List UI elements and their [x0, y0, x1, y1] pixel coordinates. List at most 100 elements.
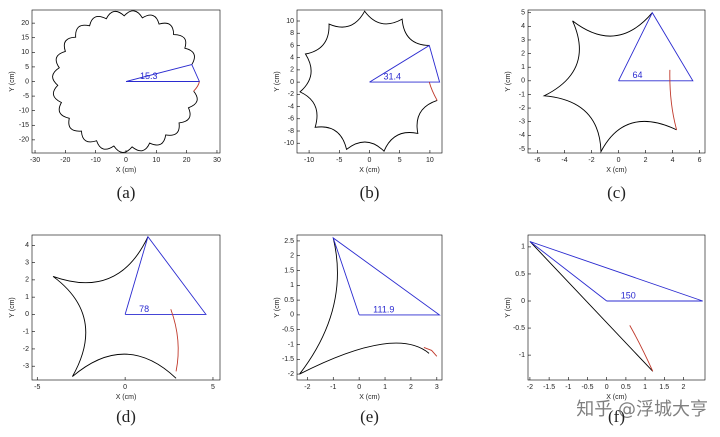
y-tick-label: -1 [23, 329, 29, 336]
curve [529, 241, 654, 372]
x-tick-label: 1.5 [659, 384, 669, 391]
x-tick-label: 0 [124, 157, 128, 164]
x-tick-label: 0 [123, 384, 127, 391]
subplot: -2 -1.5 -1 -0.5 0 0.5 1 1.5 2 -1 -0.5 0 0.5 1 X (cm) Y … [505, 234, 706, 426]
y-tick-label: -2 [23, 346, 29, 353]
y-tick-label: -4 [519, 132, 525, 139]
panel-label: (c) [607, 183, 626, 202]
x-tick-label: 2 [682, 384, 686, 391]
y-tick-label: 4 [290, 55, 294, 62]
curve [299, 237, 430, 375]
x-tick-label: -10 [304, 157, 314, 164]
x-axis-label: X (cm) [606, 167, 627, 174]
y-tick-label: -0.5 [282, 327, 294, 334]
x-tick-label: 0 [605, 384, 609, 391]
curve [423, 347, 438, 357]
y-tick-label: 1 [290, 282, 294, 289]
axes-frame [296, 234, 443, 381]
y-tick-label: 15 [21, 35, 29, 42]
curve [542, 12, 677, 154]
y-axis-label: Y (cm) [505, 297, 512, 317]
y-tick-label: 5 [25, 64, 29, 71]
x-tick-label: 1 [643, 384, 647, 391]
curve [52, 10, 198, 153]
curve [529, 241, 703, 302]
axes-frame [31, 234, 221, 381]
x-tick-label: -4 [561, 157, 567, 164]
panel-label: (b) [360, 183, 380, 202]
x-tick-label: 4 [671, 157, 675, 164]
x-tick-label: 2 [644, 157, 648, 164]
x-tick-label: -2 [304, 384, 310, 391]
y-tick-label: -5 [23, 93, 29, 100]
y-tick-label: 5 [521, 10, 525, 17]
x-axis-label: X (cm) [116, 167, 137, 174]
y-tick-label: -2 [519, 105, 525, 112]
y-tick-label: 10 [286, 18, 294, 25]
y-tick-label: 4 [521, 23, 525, 30]
subplot: -10 -5 0 5 10 -10 -8 -6 -4 -2 0 2 4 6 8 10 X (cm) Y (cm) 3… [274, 9, 443, 202]
curve [193, 81, 200, 92]
curve [52, 236, 177, 379]
panel-label: (e) [360, 407, 379, 426]
curve [369, 44, 441, 83]
x-axis-label: X (cm) [359, 394, 380, 401]
curve [669, 69, 678, 130]
y-tick-label: 4 [25, 242, 29, 249]
y-axis-label: Y (cm) [9, 71, 16, 91]
x-tick-label: 0.5 [621, 384, 631, 391]
y-tick-label: 1 [521, 64, 525, 71]
y-tick-label: -1 [519, 352, 525, 359]
y-tick-label: -2 [288, 371, 294, 378]
x-tick-label: 5 [211, 384, 215, 391]
x-tick-label: 20 [183, 157, 191, 164]
subplot: -2 -1 0 1 2 3 -2 -1.5 -1 -0.5 0 0.5 1 1.5 2 2.5 X (cm) Y … [274, 234, 443, 426]
x-tick-label: -10 [91, 157, 101, 164]
curve [332, 236, 441, 316]
x-tick-label: -5 [34, 384, 40, 391]
y-tick-label: -5 [519, 146, 525, 153]
axes-frame [527, 9, 706, 154]
y-tick-label: -2 [288, 91, 294, 98]
x-tick-label: -1 [565, 384, 571, 391]
panel-label: (f) [608, 407, 625, 426]
axes-frame [527, 234, 706, 381]
subplot: -6 -4 -2 0 2 4 6 -5 -4 -3 -2 -1 0 1 2 3 4 5 X (cm) Y (cm) 64… [505, 9, 706, 202]
x-tick-label: 6 [698, 157, 702, 164]
y-tick-label: 2.5 [284, 238, 294, 245]
panel-label: (d) [116, 407, 136, 426]
y-tick-label: -8 [288, 128, 294, 135]
x-tick-label: 0 [357, 384, 361, 391]
y-tick-label: 8 [290, 30, 294, 37]
angle-label: 15.3 [140, 71, 158, 81]
y-tick-label: 2 [290, 253, 294, 260]
y-tick-label: 1 [521, 244, 525, 251]
x-tick-label: -30 [30, 157, 40, 164]
y-tick-label: 1 [25, 294, 29, 301]
y-tick-label: 6 [290, 42, 294, 49]
x-tick-label: 2 [409, 384, 413, 391]
y-tick-label: 0 [290, 312, 294, 319]
x-tick-label: -1 [330, 384, 336, 391]
y-tick-label: 1.5 [284, 267, 294, 274]
y-tick-label: 3 [25, 259, 29, 266]
y-tick-label: -10 [19, 108, 29, 115]
x-tick-label: 1 [383, 384, 387, 391]
y-tick-label: 0 [521, 78, 525, 85]
curve [428, 81, 438, 101]
curve [125, 64, 201, 82]
curve [124, 235, 207, 315]
x-tick-label: -1.5 [543, 384, 555, 391]
x-tick-label: 0 [368, 157, 372, 164]
curve [618, 11, 694, 82]
x-tick-label: 0 [617, 157, 621, 164]
axes-frame [296, 9, 443, 154]
panel-label: (a) [117, 183, 136, 202]
subplot: -30 -20 -10 0 10 20 30 -20 -15 -10 -5 0 5 10 15 20 X (cm… [9, 9, 221, 202]
y-tick-label: 0.5 [515, 271, 525, 278]
y-tick-label: -1.5 [282, 356, 294, 363]
subplot: -5 0 5 -3 -2 -1 0 1 2 3 4 X (cm) Y (cm) 78 (d) [9, 234, 221, 426]
y-tick-label: -3 [519, 119, 525, 126]
x-tick-label: -2 [527, 384, 533, 391]
